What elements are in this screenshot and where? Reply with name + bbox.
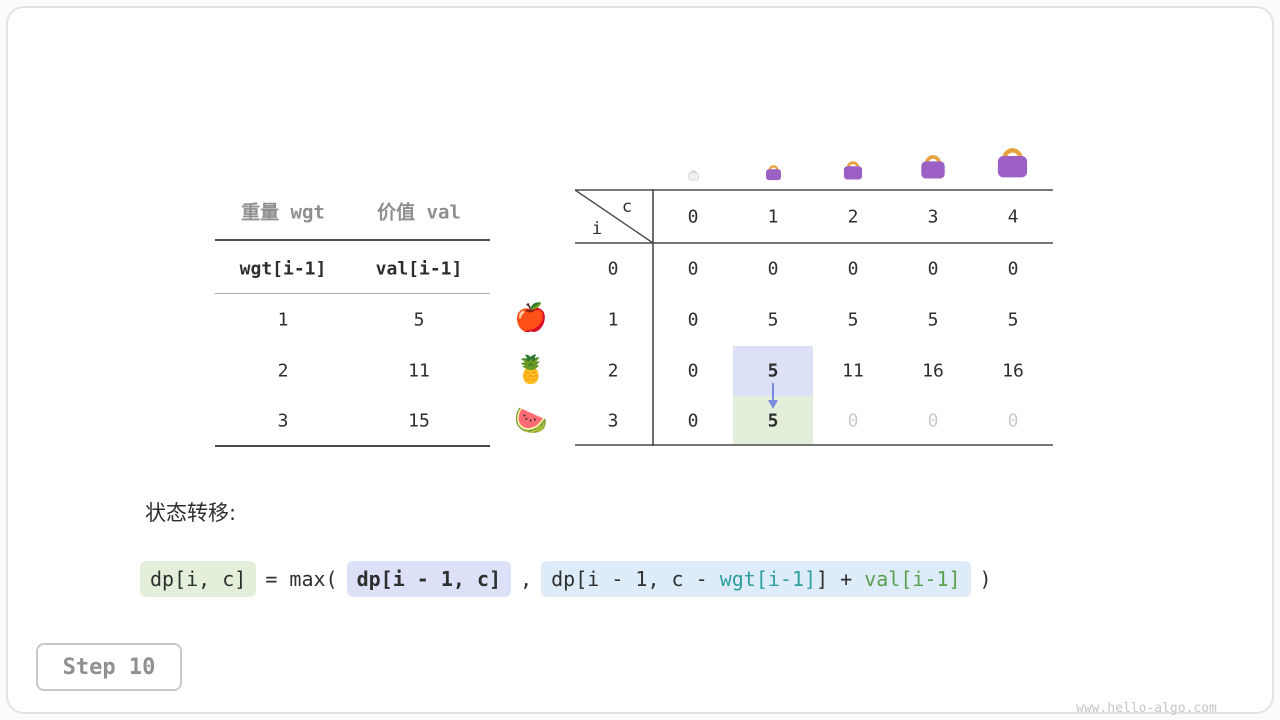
dp-cell-0-3: 0 [927,258,939,280]
dp-cell-0-1: 0 [767,258,779,280]
dp-corner-col-var: c [621,197,633,217]
item-table-header-wgt: 重量 wgt [241,201,325,224]
bag-icon-capacity-4 [997,148,1028,178]
dp-cell-1-0: 0 [687,309,699,331]
item-table-header-val: 价值 val [377,201,461,224]
item-val-2: 11 [408,360,430,382]
dp-col-header-2: 2 [847,206,859,228]
dp-table: c i 0 1 2 3 4 0 1 2 3 0 0 0 0 0 0 5 5 5 … [575,189,1053,446]
formula-close-paren: ) [979,567,992,591]
dp-row-header-1: 1 [607,309,619,331]
dp-cell-2-3: 16 [922,360,944,382]
dp-row-header-0: 0 [607,258,619,280]
bag-icon-capacity-2 [843,161,863,180]
dp-cell-2-1: 5 [767,360,779,382]
dp-cell-0-0: 0 [687,258,699,280]
item-val-1: 5 [413,309,425,331]
dp-cell-2-0: 0 [687,360,699,382]
dp-cell-1-1: 5 [767,309,779,331]
apple-icon: 🍎 [514,302,548,334]
bag-icon-capacity-0 [688,170,699,181]
transition-arrow-icon [768,383,778,409]
step-badge: Step 10 [36,643,182,691]
dp-cell-2-2: 11 [842,360,864,382]
formula-arg2-mid: ] + [816,567,865,591]
dp-cell-3-1: 5 [767,410,779,432]
dp-cell-0-2: 0 [847,258,859,280]
item-table: 重量 wgt 价值 val wgt[i-1] val[i-1] 1 5 2 11… [215,190,490,447]
formula-lhs-chip: dp[i, c] [140,561,257,597]
state-transition-formula: dp[i, c] = max( dp[i - 1, c] , dp[i - 1,… [140,561,992,597]
dp-col-header-3: 3 [927,206,939,228]
item-wgt-3: 3 [277,410,289,432]
item-val-3: 15 [408,410,430,432]
item-wgt-1: 1 [277,309,289,331]
formula-operator: = max( [265,567,338,591]
item-table-bottom-rule [215,445,490,447]
dp-cell-1-2: 5 [847,309,859,331]
formula-comma: , [520,567,533,591]
dp-cell-1-4: 5 [1007,309,1019,331]
formula-arg2-prefix: dp[i - 1, c - [551,567,720,591]
item-wgt-2: 2 [277,360,289,382]
item-table-wgt-formula: wgt[i-1] [239,258,327,280]
watermelon-icon: 🍉 [514,405,548,437]
dp-corner-row-var: i [591,219,603,239]
dp-cell-3-0: 0 [687,410,699,432]
item-table-header-rule [215,239,490,241]
dp-row-header-3: 3 [607,410,619,432]
bag-icon-capacity-3 [921,155,945,179]
formula-arg2-wgt: wgt[i-1] [719,567,817,591]
dp-cell-0-4: 0 [1007,258,1019,280]
step-label: Step 10 [62,654,156,680]
dp-cell-1-3: 5 [927,309,939,331]
dp-cell-3-2: 0 [847,410,859,432]
dp-cell-3-4: 0 [1007,410,1019,432]
item-table-mid-rule [215,293,490,294]
formula-arg2-val: val[i-1] [864,567,961,591]
dp-col-header-1: 1 [767,206,779,228]
dp-row-header-2: 2 [607,360,619,382]
formula-arg1-chip: dp[i - 1, c] [346,561,512,597]
dp-cell-3-3: 0 [927,410,939,432]
dp-cell-2-4: 16 [1002,360,1024,382]
formula-arg2-chip: dp[i - 1, c - wgt[i-1]] + val[i-1] [541,561,971,597]
dp-table-rules [575,189,1053,446]
pineapple-icon: 🍍 [514,354,548,386]
state-transition-label: 状态转移: [145,501,237,525]
bag-icon-capacity-1 [766,165,781,181]
item-table-val-formula: val[i-1] [375,258,463,280]
watermark: www.hello-algo.com [1076,701,1217,716]
dp-col-header-0: 0 [687,206,699,228]
dp-col-header-4: 4 [1007,206,1019,228]
